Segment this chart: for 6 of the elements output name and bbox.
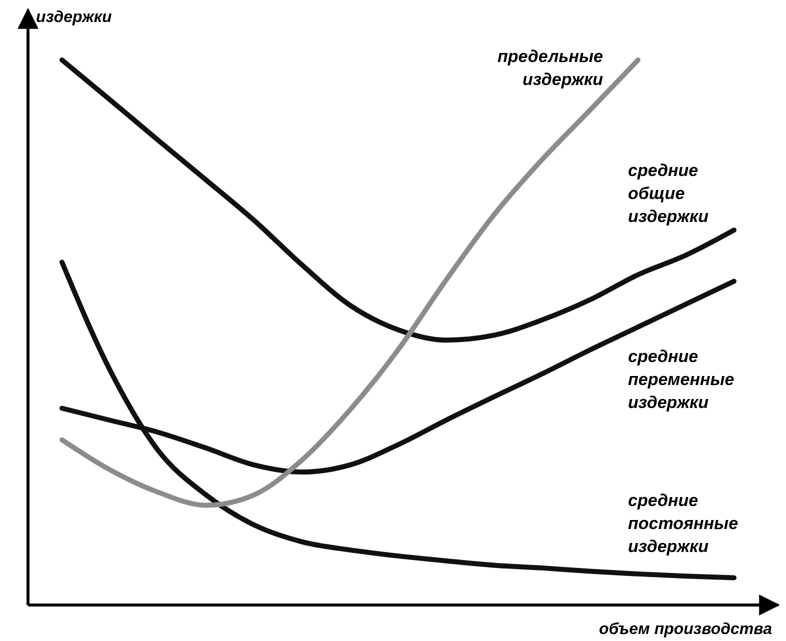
series-label: предельные издержки [497,47,604,89]
series-label: средние переменные издержки [628,347,734,412]
x-axis-title: объем производства [598,621,772,638]
series-label: средние постоянные издержки [628,491,738,556]
y-axis-title: издержки [36,9,112,26]
series-label: средние общие издержки [628,161,710,226]
